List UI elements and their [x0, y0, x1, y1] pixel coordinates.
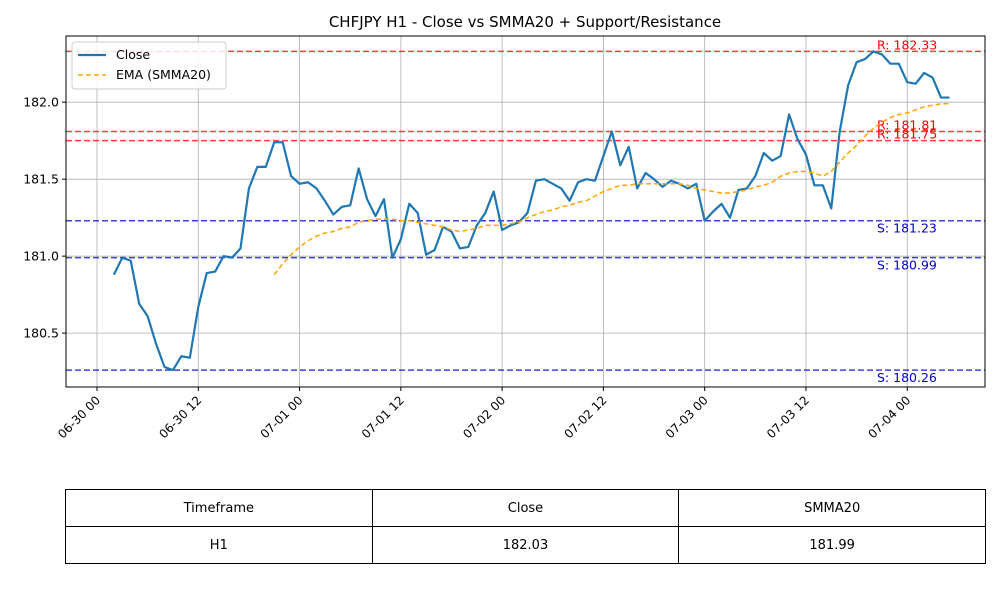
y-tick-label: 182.0 [23, 95, 59, 110]
x-tick-label: 07-01 12 [359, 393, 407, 441]
axis-ticks: 06-30 00 06-30 12 07-01 00 07-01 12 07-02 00… [23, 95, 913, 442]
ema-series-line [273, 102, 950, 276]
table-header-cell: Close [371, 489, 680, 527]
support-label: S: 180.99 [877, 258, 937, 273]
resistance-label: R: 181.81 [877, 117, 937, 132]
x-tick-label: 07-03 12 [764, 393, 812, 441]
legend-label-ema: EMA (SMMA20) [116, 67, 211, 82]
summary-table: Timeframe Close SMMA20 H1 182.03 181.99 [65, 489, 986, 564]
support-label: S: 180.26 [877, 370, 937, 385]
table-cell: 182.03 [371, 526, 680, 564]
x-tick-label: 06-30 00 [55, 393, 103, 441]
x-tick-label: 07-02 00 [460, 393, 508, 441]
y-tick-label: 181.5 [23, 172, 59, 187]
grid [66, 36, 985, 387]
legend-label-close: Close [116, 47, 150, 62]
table-row: H1 182.03 181.99 [65, 526, 986, 564]
table-header-cell: Timeframe [65, 489, 373, 527]
table-header-row: Timeframe Close SMMA20 [65, 489, 986, 527]
x-tick-label: 07-03 00 [663, 393, 711, 441]
legend: Close EMA (SMMA20) [71, 41, 227, 90]
resistance-label: R: 181.75 [877, 127, 937, 142]
x-tick-label: 06-30 12 [156, 393, 204, 441]
table-cell: H1 [65, 526, 373, 564]
x-tick-label: 07-04 00 [865, 393, 913, 441]
plot-frame [65, 35, 986, 388]
x-tick-label: 07-01 00 [258, 393, 306, 441]
y-tick-label: 181.0 [23, 249, 59, 264]
support-resistance-levels: R: 182.33 R: 181.81R: 181.75 S: 181.23 S: 1… [66, 37, 985, 385]
table-cell: 181.99 [678, 526, 986, 564]
legend-box [71, 41, 227, 90]
y-tick-label: 180.5 [23, 326, 59, 341]
chart-title: CHFJPY H1 - Close vs SMMA20 + Support/Re… [329, 13, 721, 31]
x-tick-label: 07-02 12 [561, 393, 609, 441]
support-label: S: 181.23 [877, 221, 937, 236]
close-series-line [112, 50, 950, 372]
table-header-cell: SMMA20 [678, 489, 986, 527]
series [112, 50, 950, 372]
resistance-label: R: 182.33 [877, 37, 937, 52]
